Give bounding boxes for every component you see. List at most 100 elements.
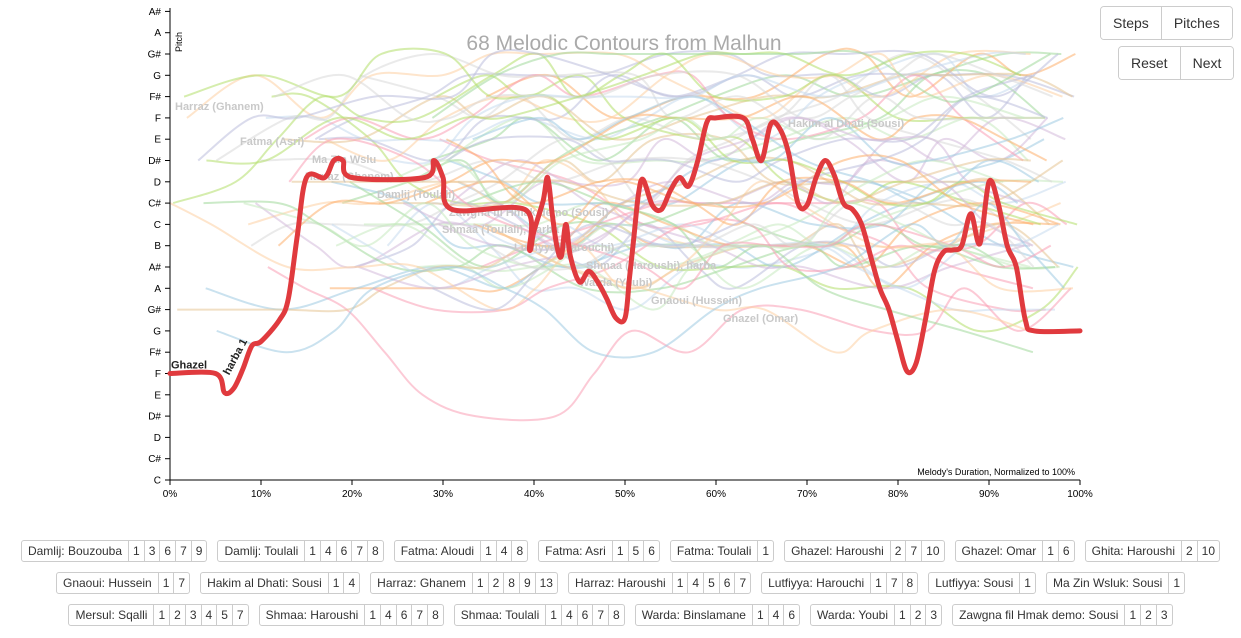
- highlight-contour-line: [167, 113, 1083, 397]
- harba-number-button[interactable]: 8: [427, 605, 443, 625]
- harba-number-button[interactable]: 5: [627, 541, 644, 561]
- background-contour: [487, 198, 1035, 271]
- song-group: Ghazel: Haroushi 2 7 10: [784, 540, 945, 562]
- y-axis: CC#DD#EFF#GG#AA#BCC#DD#EFF#GG#AA#: [148, 7, 171, 487]
- harba-number-button[interactable]: 1: [751, 605, 768, 625]
- song-list: Damlij: Bouzouba 1 3 6 7 9 Damlij: Toulali 1 4 6 7…: [0, 540, 1241, 636]
- harba-number-button[interactable]: 2: [1140, 605, 1156, 625]
- song-group: Mersul: Sqalli 1 2 3 4 5 7: [68, 604, 249, 626]
- harba-number-button[interactable]: 4: [767, 605, 784, 625]
- harba-number-button[interactable]: 1: [1124, 605, 1140, 625]
- harba-number-button[interactable]: 1: [157, 573, 174, 593]
- harba-number-button[interactable]: 6: [576, 605, 593, 625]
- harba-number-button[interactable]: 8: [503, 573, 519, 593]
- harba-number-button[interactable]: 6: [718, 573, 735, 593]
- song-group: Shmaa: Haroushi 1 4 6 7 8: [258, 604, 444, 626]
- harba-number-button[interactable]: 7: [411, 605, 427, 625]
- harba-number-button[interactable]: 1: [471, 573, 488, 593]
- background-contour: [432, 95, 1048, 311]
- song-name: Shmaa: Haroushi: [265, 608, 359, 622]
- harba-number-button[interactable]: 7: [231, 605, 248, 625]
- harba-number-button[interactable]: 1: [304, 541, 320, 561]
- harba-number-button[interactable]: 10: [1196, 541, 1219, 561]
- background-contour-label: Gnaoui (Hussein): [651, 295, 742, 307]
- harba-number-button[interactable]: 4: [495, 541, 512, 561]
- harba-number-button[interactable]: 8: [511, 541, 527, 561]
- harba-number-button[interactable]: 1: [153, 605, 169, 625]
- song-group: Shmaa: Toulali 1 4 6 7 8: [453, 604, 625, 626]
- harba-number-button[interactable]: 1: [894, 605, 910, 625]
- background-contour: [183, 47, 1078, 226]
- harba-number-button[interactable]: 1: [757, 541, 773, 561]
- harba-number-button[interactable]: 7: [905, 541, 921, 561]
- harba-number-button[interactable]: 2: [889, 541, 906, 561]
- harba-number-button[interactable]: 4: [319, 541, 336, 561]
- harba-number-button[interactable]: 7: [734, 573, 750, 593]
- harba-number-button[interactable]: 8: [608, 605, 624, 625]
- harba-number-button[interactable]: 2: [909, 605, 926, 625]
- highlight-contour-label: Ghazel: [171, 360, 207, 372]
- harba-number-button[interactable]: 3: [1155, 605, 1172, 625]
- x-tick-label: 50%: [615, 489, 635, 500]
- harba-number-button[interactable]: 7: [885, 573, 902, 593]
- song-name: Damlij: Bouzouba: [27, 544, 123, 558]
- harba-number-button[interactable]: 1: [128, 541, 144, 561]
- harba-number-button[interactable]: 13: [534, 573, 557, 593]
- background-contour-label: Fatma (Asri): [240, 136, 305, 148]
- harba-number-button[interactable]: 6: [643, 541, 659, 561]
- harba-number-button[interactable]: 2: [169, 605, 185, 625]
- harba-number-button[interactable]: 7: [592, 605, 608, 625]
- harba-number-button[interactable]: 9: [190, 541, 207, 561]
- y-tick-label: C#: [148, 454, 161, 465]
- pitches-button[interactable]: Pitches: [1160, 7, 1232, 39]
- harba-number-button[interactable]: 6: [335, 541, 352, 561]
- harba-number-button[interactable]: 5: [216, 605, 232, 625]
- harba-number-button[interactable]: 10: [921, 541, 943, 561]
- harba-number-button[interactable]: 4: [200, 605, 217, 625]
- harba-number-button[interactable]: 6: [1057, 541, 1074, 561]
- harba-number-button[interactable]: 1: [870, 573, 886, 593]
- harba-number-button[interactable]: 7: [173, 573, 189, 593]
- harba-number-button[interactable]: 5: [703, 573, 719, 593]
- y-tick-label: A#: [149, 7, 162, 18]
- harba-number-button[interactable]: 3: [143, 541, 160, 561]
- harba-number-button[interactable]: 6: [783, 605, 799, 625]
- harba-number-button[interactable]: 1: [611, 541, 628, 561]
- harba-number-button[interactable]: 1: [364, 605, 380, 625]
- harba-number-button[interactable]: 2: [1180, 541, 1197, 561]
- harba-number-button[interactable]: 1: [327, 573, 344, 593]
- song-name: Ma Zin Wsluk: Sousi: [1052, 576, 1163, 590]
- harba-number-button[interactable]: 1: [480, 541, 496, 561]
- y-tick-label: C: [154, 476, 161, 487]
- harba-number-button[interactable]: 4: [560, 605, 577, 625]
- harba-number-button[interactable]: 9: [518, 573, 535, 593]
- next-button[interactable]: Next: [1179, 47, 1234, 79]
- harba-number-button[interactable]: 4: [687, 573, 703, 593]
- harba-number-button[interactable]: 1: [671, 573, 688, 593]
- background-contour: [216, 202, 1065, 359]
- harba-number-button[interactable]: 1: [1042, 541, 1058, 561]
- harba-number-button[interactable]: 8: [367, 541, 383, 561]
- harba-number-button[interactable]: 8: [901, 573, 918, 593]
- harba-number-button[interactable]: 6: [159, 541, 175, 561]
- y-tick-label: D: [154, 177, 161, 188]
- x-tick-label: 90%: [979, 489, 999, 500]
- y-tick-label: A: [154, 28, 161, 39]
- harba-number-button[interactable]: 1: [545, 605, 561, 625]
- harba-number-button[interactable]: 4: [380, 605, 396, 625]
- harba-number-button[interactable]: 2: [487, 573, 504, 593]
- harba-number-button[interactable]: 1: [1019, 573, 1035, 593]
- harba-number-button[interactable]: 7: [175, 541, 191, 561]
- background-contour-label: Damlij (Toulali): [377, 189, 455, 201]
- harba-number-button[interactable]: 6: [395, 605, 412, 625]
- harba-number-button[interactable]: 7: [351, 541, 367, 561]
- harba-number-button[interactable]: 4: [343, 573, 359, 593]
- steps-button[interactable]: Steps: [1101, 7, 1161, 39]
- background-contour: [288, 137, 1052, 290]
- harba-number-button[interactable]: 3: [925, 605, 941, 625]
- harba-number-button[interactable]: 1: [1168, 573, 1184, 593]
- reset-button[interactable]: Reset: [1119, 47, 1180, 79]
- harba-number-button[interactable]: 3: [184, 605, 201, 625]
- x-tick-label: 0%: [163, 489, 178, 500]
- x-tick-label: 30%: [433, 489, 453, 500]
